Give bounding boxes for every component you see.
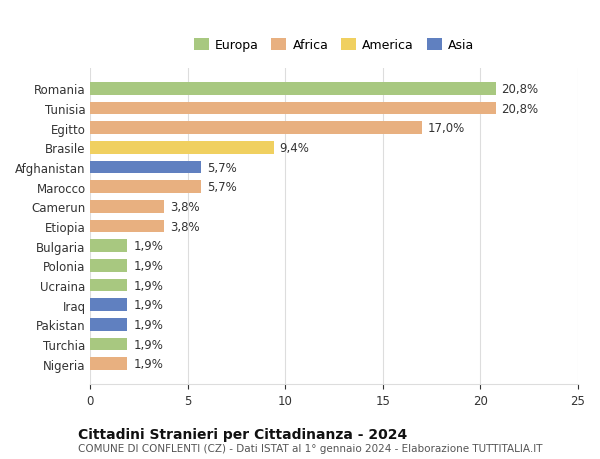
Bar xyxy=(91,102,496,115)
Text: COMUNE DI CONFLENTI (CZ) - Dati ISTAT al 1° gennaio 2024 - Elaborazione TUTTITAL: COMUNE DI CONFLENTI (CZ) - Dati ISTAT al… xyxy=(78,443,542,453)
Text: 1,9%: 1,9% xyxy=(133,279,163,292)
Bar xyxy=(91,83,496,95)
Text: 1,9%: 1,9% xyxy=(133,338,163,351)
Text: 1,9%: 1,9% xyxy=(133,358,163,370)
Bar xyxy=(91,279,127,292)
Text: 1,9%: 1,9% xyxy=(133,298,163,312)
Text: 17,0%: 17,0% xyxy=(428,122,465,135)
Text: 3,8%: 3,8% xyxy=(170,220,200,233)
Text: 1,9%: 1,9% xyxy=(133,240,163,252)
Text: 5,7%: 5,7% xyxy=(207,181,237,194)
Bar xyxy=(91,259,127,272)
Bar xyxy=(91,338,127,351)
Bar xyxy=(91,181,202,194)
Text: 9,4%: 9,4% xyxy=(280,141,309,155)
Bar xyxy=(91,122,422,135)
Bar xyxy=(91,142,274,154)
Text: Cittadini Stranieri per Cittadinanza - 2024: Cittadini Stranieri per Cittadinanza - 2… xyxy=(78,427,407,442)
Text: 1,9%: 1,9% xyxy=(133,318,163,331)
Bar xyxy=(91,358,127,370)
Text: 20,8%: 20,8% xyxy=(502,83,539,95)
Bar xyxy=(91,161,202,174)
Bar xyxy=(91,299,127,311)
Text: 5,7%: 5,7% xyxy=(207,161,237,174)
Bar xyxy=(91,201,164,213)
Bar xyxy=(91,220,164,233)
Text: 1,9%: 1,9% xyxy=(133,259,163,272)
Bar xyxy=(91,240,127,252)
Text: 20,8%: 20,8% xyxy=(502,102,539,115)
Text: 3,8%: 3,8% xyxy=(170,201,200,213)
Legend: Europa, Africa, America, Asia: Europa, Africa, America, Asia xyxy=(189,34,479,57)
Bar xyxy=(91,318,127,331)
